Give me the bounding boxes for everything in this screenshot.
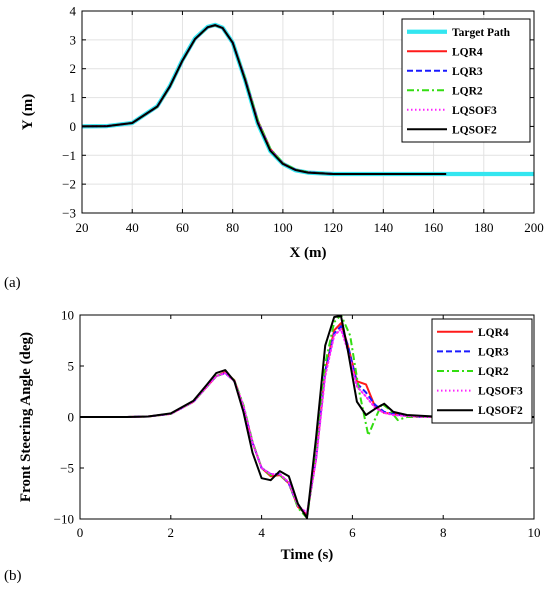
- chart1-xtick-label: 60: [176, 220, 189, 235]
- chart1-xtick-label: 200: [524, 220, 544, 235]
- chart1-series-lqr2: [82, 24, 447, 175]
- chart-b: 0 2 4 6 8 10 −10 −5 0 5 10 Time (s) Front Steering A…: [18, 308, 541, 564]
- panel-label-a: (a): [4, 275, 21, 291]
- chart1-xtick-label: 80: [226, 220, 239, 235]
- chart1-xlabel: X (m): [289, 245, 326, 261]
- chart2-legend-label: LQR4: [478, 327, 509, 339]
- chart1-ytick-label: −3: [62, 206, 76, 221]
- chart1-legend: Target Path LQR4 LQR3 LQR2 LQSOF3 LQSOF2: [401, 18, 531, 143]
- chart2-legend-label: LQSOF2: [478, 405, 523, 417]
- chart2-xlabel: Time (s): [281, 547, 334, 563]
- chart1-ytick-label: 3: [70, 32, 77, 47]
- chart1-xtick-label: 180: [474, 220, 494, 235]
- chart1-xtick-label: 160: [424, 220, 444, 235]
- panel-label-b: (b): [4, 568, 22, 584]
- chart1-series-group: [82, 22, 534, 177]
- chart1-legend-label: LQSOF2: [452, 124, 497, 136]
- chart1-xtick-label: 140: [374, 220, 394, 235]
- chart1-legend-label: LQSOF3: [452, 105, 497, 117]
- chart1-xtick-label: 40: [126, 220, 139, 235]
- chart1-series-lqsof2: [82, 24, 447, 175]
- chart1-xtick-label: 120: [323, 220, 343, 235]
- chart1-ytick-label: −1: [62, 148, 76, 163]
- chart1-ytick-label: 1: [70, 90, 77, 105]
- chart2-series-lqsof2: [80, 315, 534, 519]
- chart2-legend: LQR4 LQR3 LQR2 LQSOF3 LQSOF2: [431, 318, 533, 424]
- chart2-xtick-label: 2: [168, 525, 175, 540]
- chart2-legend-label: LQSOF3: [478, 386, 523, 398]
- chart2-ytick-label: 0: [68, 410, 75, 425]
- chart1-ytick-label: 0: [70, 119, 77, 134]
- chart2-ytick-label: 10: [61, 308, 74, 323]
- chart2-series-lqsof3: [80, 328, 534, 514]
- chart2-ytick-label: −5: [60, 461, 74, 476]
- chart-a: 20 40 60 80 100 120 140 160 180 200 −3 −2 −1 0 1 2 3 4 X (…: [20, 4, 544, 262]
- chart1-ytick-label: −2: [62, 177, 76, 192]
- chart2-xtick-label: 10: [528, 525, 541, 540]
- chart1-ytick-label: 2: [70, 61, 77, 76]
- chart1-xtick-label: 20: [76, 220, 89, 235]
- chart2-ytick-label: −10: [54, 512, 74, 527]
- chart1-legend-label: LQR4: [452, 46, 483, 58]
- chart1-xtick-label: 100: [273, 220, 293, 235]
- chart2-legend-label: LQR2: [478, 366, 509, 378]
- chart1-legend-box: [401, 18, 531, 143]
- chart1-series-lqr3: [82, 24, 447, 175]
- chart1-axes-box: [81, 10, 535, 214]
- chart1-series-lqsof3: [82, 24, 448, 175]
- chart2-xtick-label: 4: [258, 525, 265, 540]
- chart1-ytick-label: 4: [70, 4, 77, 19]
- chart2-ytick-label: 5: [68, 359, 75, 374]
- chart2-xtick-label: 0: [77, 525, 84, 540]
- chart2-ylabel: Front Steering Angle (deg): [18, 332, 34, 502]
- chart2-xtick-label: 8: [440, 525, 447, 540]
- chart2-xtick-label: 6: [349, 525, 356, 540]
- chart2-legend-label: LQR3: [478, 346, 509, 358]
- chart1-legend-label: Target Path: [452, 27, 511, 39]
- chart1-ylabel: Y (m): [20, 94, 36, 131]
- chart2-series-group: [80, 315, 534, 519]
- chart1-legend-label: LQR2: [452, 85, 483, 97]
- chart1-legend-label: LQR3: [452, 66, 483, 78]
- chart1-series-lqr4: [82, 24, 447, 175]
